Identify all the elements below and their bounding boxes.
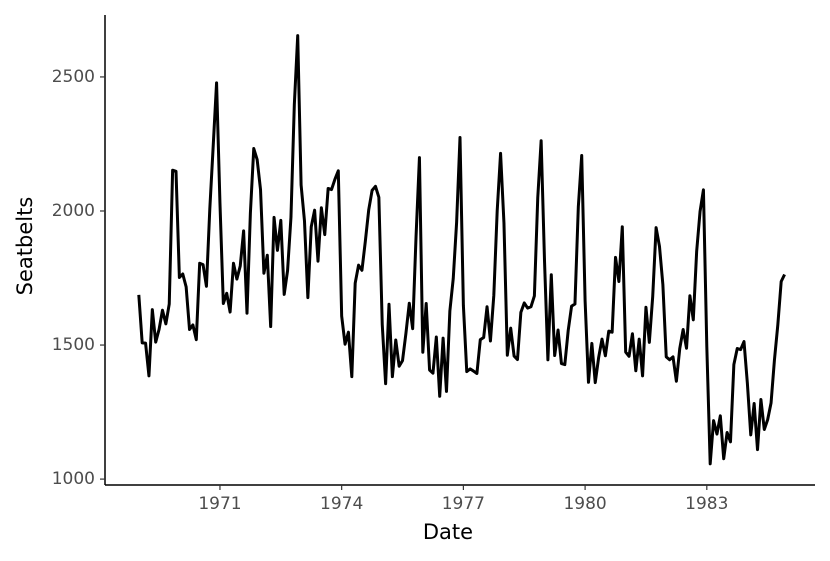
x-tick-label: 1977 — [442, 494, 485, 514]
x-axis-title: Date — [423, 520, 473, 544]
y-axis-title: Seatbelts — [13, 197, 37, 296]
series-line — [137, 34, 786, 466]
y-tick-label: 1000 — [52, 469, 95, 489]
x-tick-label: 1971 — [198, 494, 241, 514]
y-tick-label: 2500 — [52, 67, 95, 87]
x-tick-label: 1974 — [320, 494, 363, 514]
y-tick-label: 2000 — [52, 201, 95, 221]
y-tick-label: 1500 — [52, 335, 95, 355]
x-tick-label: 1983 — [685, 494, 728, 514]
x-tick-label: 1980 — [563, 494, 606, 514]
